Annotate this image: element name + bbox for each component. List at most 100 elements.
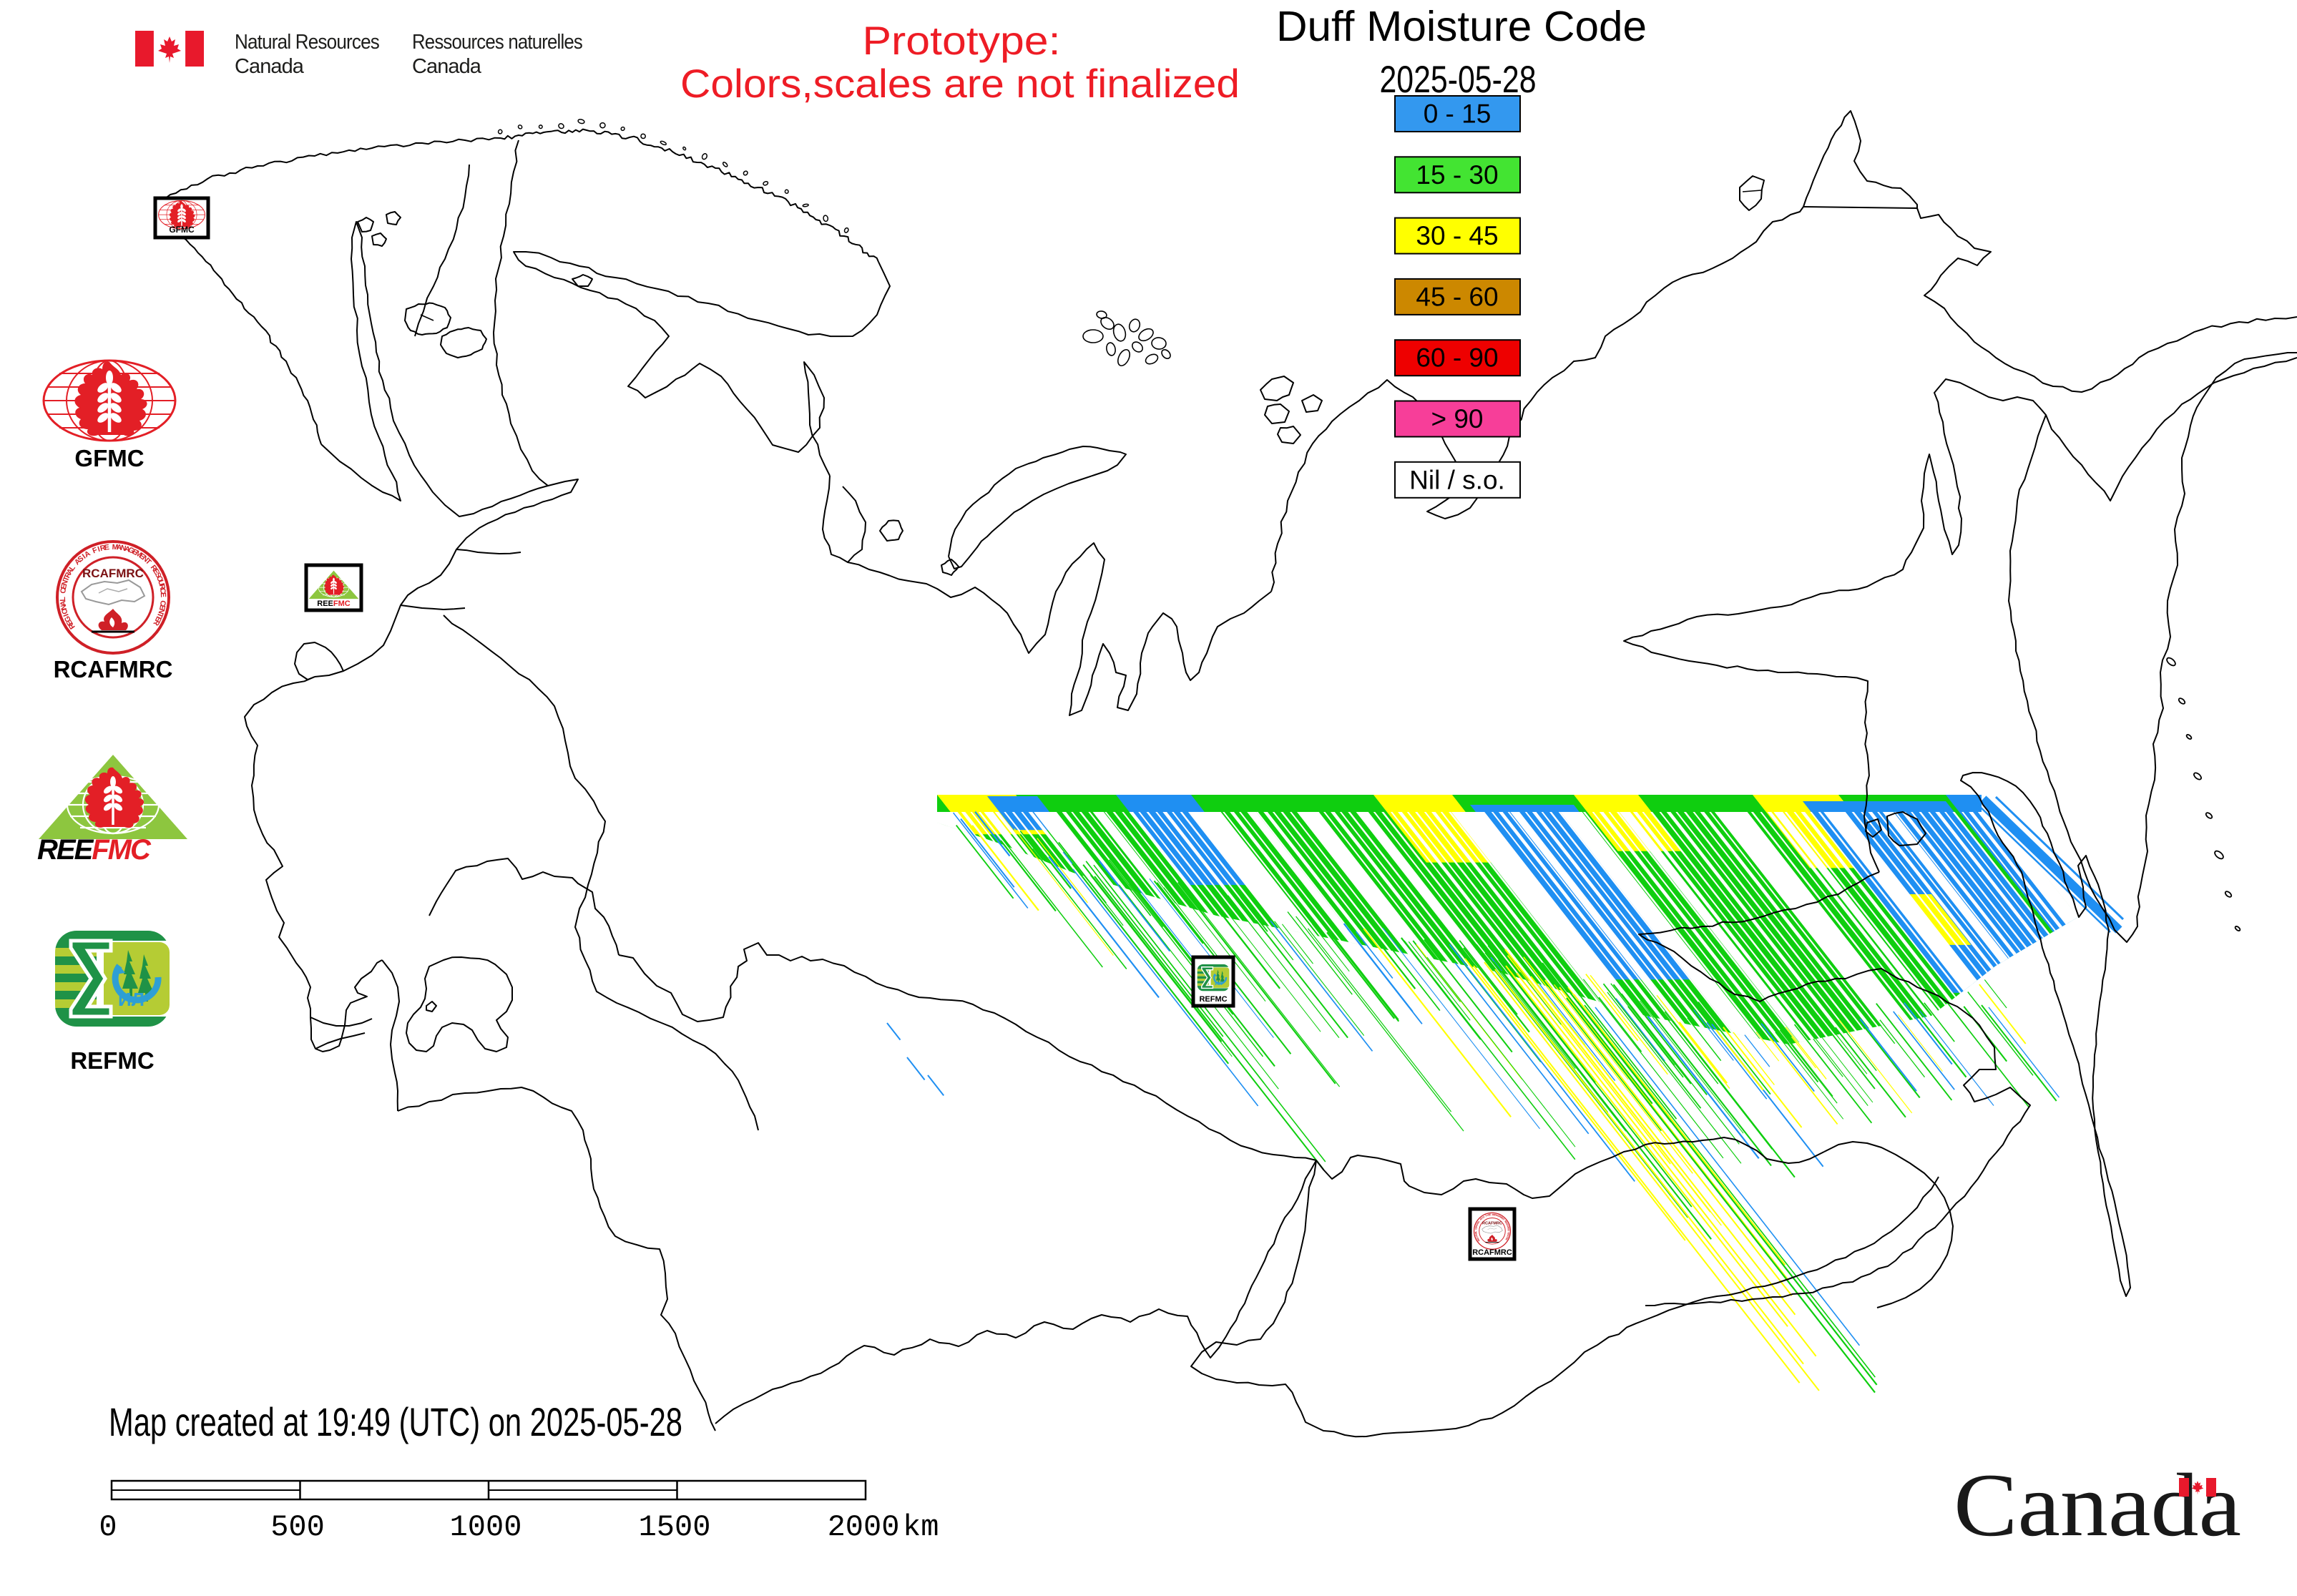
svg-text:E: E (131, 547, 139, 557)
svg-text:Canada: Canada (412, 55, 482, 78)
svg-text:km: km (903, 1510, 939, 1544)
svg-text:GFMC: GFMC (74, 445, 144, 471)
svg-text:GFMC: GFMC (169, 225, 195, 235)
svg-text:Colors,scales are not finalize: Colors,scales are not finalized (680, 61, 1240, 106)
svg-text:1500: 1500 (639, 1510, 711, 1544)
svg-text:M: M (1499, 1215, 1502, 1219)
svg-text:REEFMC: REEFMC (37, 834, 152, 866)
svg-text:Ressources naturelles: Ressources naturelles (412, 31, 582, 54)
svg-text:M: M (1492, 1213, 1494, 1216)
svg-text:R: R (157, 583, 167, 590)
svg-text:O: O (1506, 1223, 1509, 1226)
svg-text:N: N (1494, 1213, 1497, 1217)
svg-text:Canada: Canada (1954, 1456, 2241, 1555)
svg-text:N: N (60, 579, 70, 587)
svg-text:Nil / s.o.: Nil / s.o. (1409, 465, 1505, 494)
svg-text:E: E (1476, 1238, 1480, 1241)
svg-text:T: T (1476, 1223, 1479, 1226)
svg-text:L: L (1474, 1230, 1477, 1232)
svg-text:E: E (59, 584, 69, 590)
svg-text:N: N (1501, 1217, 1504, 1220)
svg-text:T: T (62, 574, 72, 582)
svg-text:L: L (59, 596, 67, 601)
svg-text:A: A (116, 543, 122, 552)
svg-text:RCAFMRC: RCAFMRC (54, 656, 173, 682)
svg-text:REEFMC: REEFMC (317, 599, 351, 608)
svg-text:E: E (1498, 1215, 1501, 1218)
svg-text:Map created at 19:49 (UTC) on: Map created at 19:49 (UTC) on 2025-05-28 (109, 1399, 682, 1444)
svg-text:> 90: > 90 (1431, 404, 1483, 434)
svg-text:C: C (1507, 1232, 1509, 1234)
svg-text:C: C (1474, 1228, 1477, 1230)
svg-text:O: O (60, 607, 70, 615)
svg-text:I: I (81, 552, 87, 561)
svg-text:A: A (1482, 1215, 1486, 1219)
svg-text:Prototype:: Prototype: (863, 18, 1061, 63)
svg-text:A: A (1476, 1220, 1480, 1224)
svg-text:E: E (1504, 1221, 1508, 1225)
svg-text:RCAFMRC: RCAFMRC (82, 567, 144, 580)
svg-text:I: I (1487, 1214, 1488, 1217)
svg-text:N: N (1507, 1234, 1510, 1237)
svg-text:I: I (62, 612, 70, 617)
svg-text:1000: 1000 (450, 1510, 522, 1544)
svg-text:N: N (156, 607, 166, 615)
svg-text:2000: 2000 (828, 1510, 900, 1544)
svg-text:S: S (1480, 1217, 1484, 1220)
svg-text:R: R (1507, 1226, 1510, 1229)
svg-text:R: R (1477, 1238, 1481, 1242)
svg-text:E: E (1500, 1216, 1504, 1220)
svg-text:0 - 15: 0 - 15 (1424, 99, 1492, 129)
svg-text:E: E (104, 543, 109, 552)
svg-text:A: A (1496, 1214, 1499, 1218)
svg-text:A: A (59, 599, 68, 606)
svg-text:E: E (153, 615, 163, 623)
svg-text:T: T (1502, 1218, 1506, 1221)
svg-text:E: E (1507, 1233, 1510, 1236)
svg-text:C: C (158, 600, 167, 607)
svg-text:C: C (1507, 1228, 1509, 1230)
svg-text:T: T (155, 612, 165, 620)
svg-text:ИЛ: ИЛ (1215, 980, 1222, 987)
svg-text:C: C (158, 587, 167, 594)
svg-text:S: S (1505, 1223, 1509, 1225)
svg-text:A: A (1479, 1218, 1483, 1221)
svg-text:REFMC: REFMC (1199, 995, 1227, 1004)
svg-text:I: I (97, 545, 101, 554)
svg-text:Natural Resources: Natural Resources (235, 31, 379, 54)
svg-text:R: R (1488, 1213, 1491, 1217)
svg-text:2025-05-28: 2025-05-28 (1380, 59, 1537, 101)
svg-text:R: R (1504, 1220, 1507, 1223)
svg-text:E: E (159, 592, 167, 598)
svg-text:E: E (1489, 1213, 1492, 1216)
svg-text:REFMC: REFMC (70, 1047, 154, 1074)
svg-text:I: I (1481, 1216, 1484, 1219)
svg-text:E: E (1505, 1237, 1509, 1240)
svg-text:A: A (1474, 1231, 1477, 1233)
svg-text:RCAFMRC: RCAFMRC (1472, 1248, 1512, 1257)
svg-text:R: R (1476, 1222, 1479, 1225)
svg-text:E: E (1507, 1229, 1510, 1231)
svg-text:Canada: Canada (235, 55, 305, 78)
svg-text:U: U (1507, 1225, 1510, 1228)
svg-text:ИЛ: ИЛ (118, 989, 145, 1010)
svg-text:N: N (119, 544, 127, 553)
svg-text:T: T (1506, 1235, 1509, 1238)
svg-text:RCAFMRC: RCAFMRC (1482, 1222, 1502, 1226)
svg-text:N: N (59, 604, 69, 611)
svg-text:0: 0 (99, 1510, 117, 1544)
svg-text:Duff Moisture Code: Duff Moisture Code (1276, 3, 1647, 50)
svg-text:R: R (1504, 1238, 1508, 1241)
svg-text:60 - 90: 60 - 90 (1416, 343, 1498, 373)
svg-text:A: A (124, 544, 132, 554)
svg-text:G: G (1476, 1236, 1479, 1239)
svg-text:30 - 45: 30 - 45 (1416, 221, 1498, 250)
svg-text:L: L (1477, 1220, 1480, 1223)
svg-text:M: M (112, 543, 118, 552)
svg-text:S: S (153, 571, 163, 579)
svg-text:C: C (59, 587, 68, 594)
svg-text:G: G (127, 546, 135, 556)
svg-text:O: O (1475, 1234, 1479, 1237)
svg-text:R: R (99, 544, 107, 553)
svg-text:45 - 60: 45 - 60 (1416, 282, 1498, 311)
